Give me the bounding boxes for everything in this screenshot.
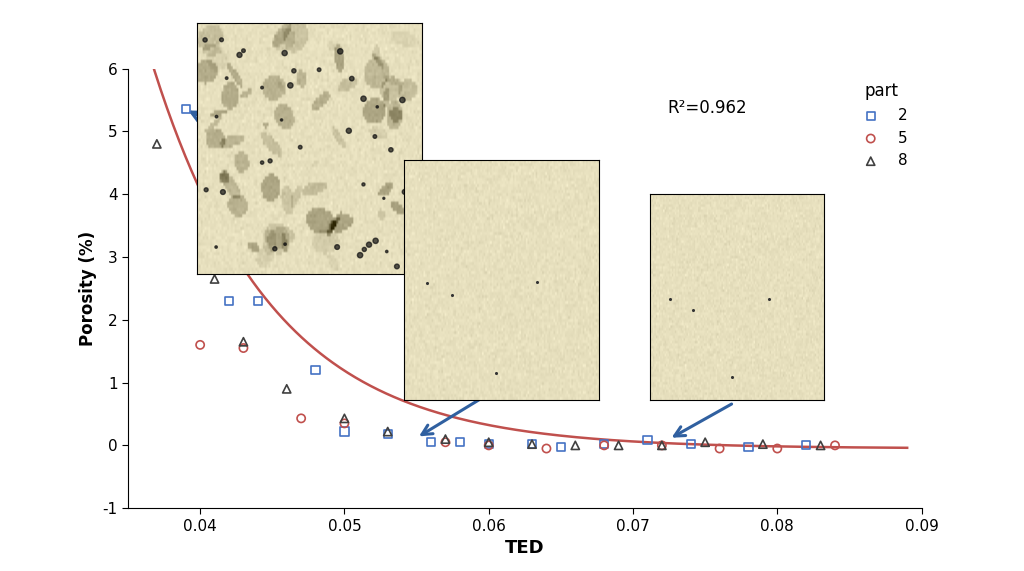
- Point: [213, 35, 229, 45]
- 8: [524, 440, 541, 449]
- Point: [254, 83, 270, 92]
- Point: [376, 194, 392, 203]
- 5: [769, 444, 785, 453]
- Point: [311, 65, 328, 74]
- Point: [355, 180, 372, 189]
- Point: [443, 291, 460, 300]
- Point: [360, 240, 377, 249]
- Point: [724, 372, 740, 381]
- 5: [191, 340, 208, 349]
- Point: [368, 236, 384, 246]
- 2: [250, 296, 266, 305]
- 5: [539, 444, 555, 453]
- Point: [394, 95, 411, 104]
- Point: [389, 262, 406, 271]
- Point: [356, 245, 373, 254]
- 2: [639, 436, 655, 445]
- Point: [528, 278, 545, 287]
- 8: [480, 437, 497, 447]
- Point: [231, 50, 248, 59]
- Point: [341, 126, 357, 135]
- 8: [336, 414, 352, 423]
- Point: [286, 66, 302, 75]
- 5: [653, 441, 670, 450]
- Point: [254, 158, 270, 167]
- 5: [437, 437, 454, 447]
- Y-axis label: Porosity (%): Porosity (%): [79, 231, 97, 346]
- 8: [812, 441, 828, 450]
- 5: [826, 441, 843, 450]
- 8: [697, 437, 714, 447]
- 2: [683, 440, 699, 449]
- 2: [307, 365, 324, 375]
- Point: [197, 35, 213, 45]
- Point: [236, 46, 252, 55]
- 5: [596, 441, 612, 450]
- 5: [293, 414, 309, 423]
- 8: [279, 384, 295, 393]
- Legend: 2, 5, 8: 2, 5, 8: [849, 76, 914, 174]
- Point: [198, 185, 214, 194]
- Point: [208, 112, 224, 121]
- Point: [383, 145, 399, 154]
- 8: [380, 427, 396, 436]
- Point: [283, 81, 299, 90]
- Point: [663, 295, 679, 304]
- Point: [292, 143, 308, 152]
- 5: [236, 343, 252, 352]
- 2: [423, 437, 439, 447]
- Point: [266, 244, 283, 254]
- Point: [273, 115, 290, 124]
- X-axis label: TED: TED: [505, 539, 545, 557]
- Point: [400, 171, 417, 180]
- 8: [610, 441, 627, 450]
- Text: R²=0.962: R²=0.962: [668, 99, 748, 117]
- Point: [408, 230, 424, 239]
- Point: [276, 240, 293, 249]
- 2: [798, 441, 814, 450]
- 5: [480, 441, 497, 450]
- 2: [596, 440, 612, 449]
- Point: [262, 156, 279, 166]
- Point: [276, 49, 293, 58]
- 8: [755, 440, 771, 449]
- Point: [352, 251, 369, 260]
- Point: [487, 369, 504, 378]
- Point: [419, 278, 435, 287]
- Point: [329, 243, 345, 252]
- Point: [344, 74, 360, 83]
- 8: [437, 435, 454, 444]
- Point: [208, 243, 224, 252]
- 8: [653, 441, 670, 450]
- Point: [218, 74, 234, 83]
- Point: [355, 94, 372, 103]
- 5: [336, 419, 352, 428]
- Point: [379, 247, 395, 256]
- 5: [712, 444, 728, 453]
- Point: [396, 187, 413, 196]
- Point: [332, 47, 348, 56]
- 2: [452, 437, 468, 447]
- Point: [367, 132, 383, 141]
- 8: [236, 337, 252, 346]
- 2: [380, 429, 396, 439]
- 8: [207, 274, 223, 283]
- Point: [761, 295, 777, 304]
- Point: [369, 102, 385, 111]
- 2: [553, 442, 569, 451]
- 2: [221, 296, 238, 305]
- 2: [177, 105, 194, 114]
- 2: [740, 443, 757, 452]
- 8: [567, 441, 584, 450]
- 2: [480, 440, 497, 449]
- 8: [148, 139, 165, 148]
- Point: [685, 305, 701, 315]
- 2: [524, 440, 541, 449]
- Point: [215, 187, 231, 196]
- 2: [336, 427, 352, 436]
